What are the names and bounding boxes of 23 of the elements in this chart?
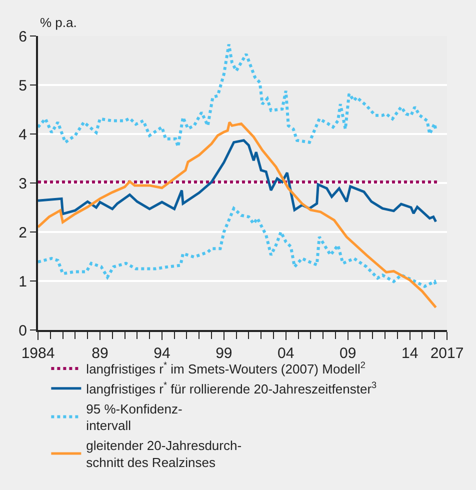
x-tick-label: 14 bbox=[401, 345, 418, 362]
y-tick-label: 6 bbox=[18, 28, 27, 46]
y-tick-label: 1 bbox=[18, 273, 27, 290]
y-tick-label: 2 bbox=[18, 224, 27, 242]
line-series bbox=[38, 42, 438, 148]
x-tick-label: 99 bbox=[216, 345, 232, 362]
y-tick-label: 3 bbox=[18, 175, 27, 192]
legend-label: langfristiges r$^{*}$ im Smets-Wouters (2007) Modell$^{2}$ bbox=[86, 360, 366, 377]
x-tick-label: 1984 bbox=[21, 345, 55, 362]
line-series bbox=[38, 120, 438, 309]
x-tick-label: 2017 bbox=[430, 345, 464, 362]
x-tick-label: 94 bbox=[154, 345, 170, 362]
line-series bbox=[38, 206, 438, 288]
y-tick-label: 4 bbox=[18, 126, 27, 144]
legend-label: langfristiges r$^{*}$ für rollierende 20-Jahreszeitfenster$^{3}$ bbox=[86, 380, 377, 396]
y-tick-label: 0 bbox=[18, 322, 27, 340]
legend-label: gleitender 20-Jahresdurch- schnitt des Realzinses bbox=[86, 438, 242, 470]
line-series bbox=[38, 139, 438, 223]
x-tick-label: 09 bbox=[340, 345, 356, 362]
y-tick-label: 5 bbox=[18, 77, 27, 94]
y-axis-title: % p.a. bbox=[40, 15, 77, 30]
x-tick-label: 04 bbox=[278, 345, 294, 362]
x-tick-label: 89 bbox=[92, 345, 108, 362]
